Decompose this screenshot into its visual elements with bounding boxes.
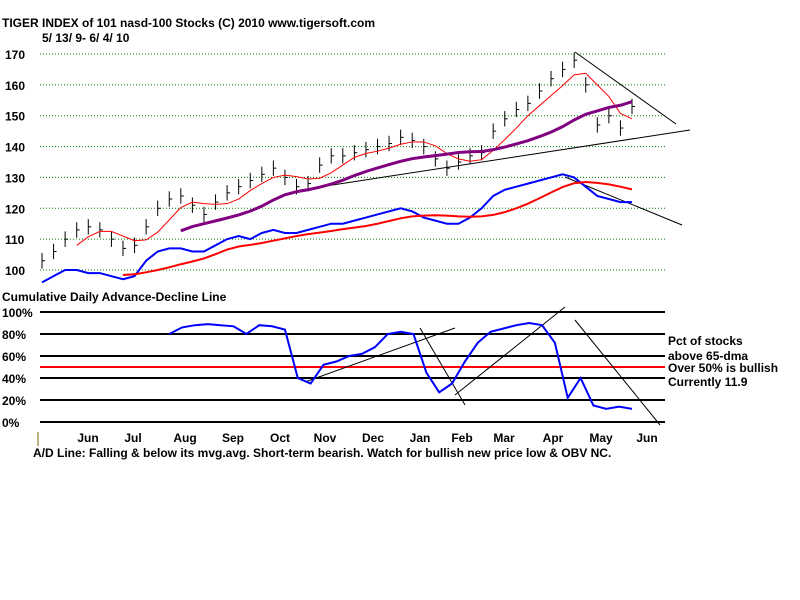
note-1: Pct of stocks xyxy=(668,334,743,348)
y-tick-label: 40% xyxy=(2,372,26,386)
x-tick-label: Dec xyxy=(362,431,384,445)
x-tick-label: Jul xyxy=(124,431,141,445)
x-tick-label: Jun xyxy=(77,431,98,445)
x-tick-label: Feb xyxy=(451,431,472,445)
y-tick-label: 100% xyxy=(2,306,33,320)
y-tick-label: 150 xyxy=(5,110,25,124)
trendlines xyxy=(299,51,691,226)
y-tick-label: 0% xyxy=(2,416,20,430)
x-tick-label: Jun xyxy=(636,431,657,445)
x-tick-label: Apr xyxy=(543,431,564,445)
note-2: above 65-dma xyxy=(668,349,748,363)
ad-title: Cumulative Daily Advance-Decline Line xyxy=(2,290,227,304)
price-ma-short xyxy=(76,72,633,246)
x-tick-label: Aug xyxy=(173,431,196,445)
x-tick-label: Sep xyxy=(222,431,244,445)
pct-trendlines xyxy=(304,306,661,426)
y-tick-label: 160 xyxy=(5,79,25,93)
ad-line-ma xyxy=(122,181,633,277)
y-tick-label: 80% xyxy=(2,328,26,342)
y-tick-label: 60% xyxy=(2,350,26,364)
chart-title: TIGER INDEX of 101 nasd-100 Stocks (C) 2… xyxy=(2,16,375,30)
y-tick-label: 140 xyxy=(5,141,25,155)
y-tick-label: 120 xyxy=(5,202,25,216)
note-3: Over 50% is bullish xyxy=(668,361,778,375)
y-tick-label: 110 xyxy=(5,233,25,247)
date-range: 5/ 13/ 9- 6/ 4/ 10 xyxy=(42,31,130,45)
price-ma-long xyxy=(180,100,633,233)
ad-line xyxy=(41,173,632,284)
pct-above-65dma-line xyxy=(168,321,633,410)
y-tick-label: 170 xyxy=(5,48,25,62)
y-tick-label: 130 xyxy=(5,171,25,185)
footer-text: A/D Line: Falling & below its mvg.avg. S… xyxy=(33,446,611,460)
x-tick-label: Jan xyxy=(410,431,431,445)
y-tick-label: 20% xyxy=(2,394,26,408)
note-4: Currently 11.9 xyxy=(668,375,748,389)
x-tick-label: Nov xyxy=(314,431,337,445)
x-tick-label: May xyxy=(589,431,613,445)
x-tick-label: Oct xyxy=(270,431,290,445)
y-tick-label: 100 xyxy=(5,264,25,278)
x-tick-label: Mar xyxy=(493,431,515,445)
